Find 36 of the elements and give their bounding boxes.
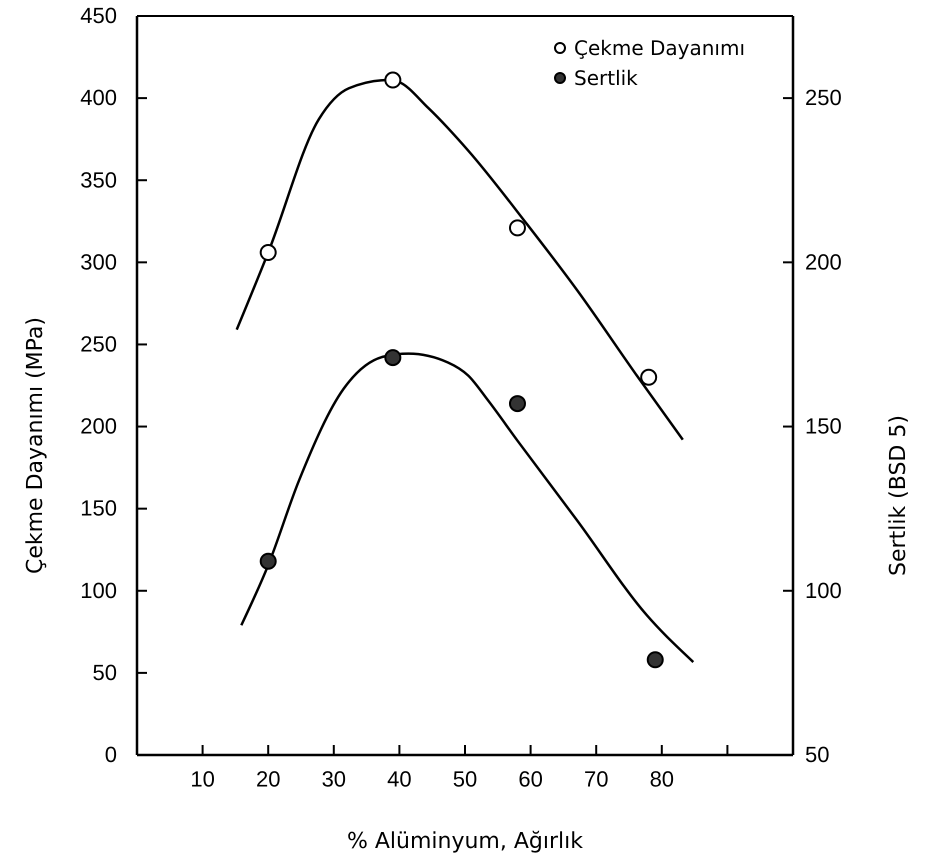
x-tick-label: 30: [322, 766, 346, 792]
y-tick-label: 400: [80, 85, 117, 110]
x-tick-label: 50: [452, 766, 478, 792]
x-tick-label: 40: [387, 766, 412, 792]
point: [508, 395, 526, 412]
y2-axis-title: Sertlik (BSD 5): [886, 415, 911, 576]
x-tick-label: 60: [518, 766, 543, 792]
y-tick-label: 150: [80, 496, 117, 521]
point: [260, 552, 277, 570]
point: [646, 651, 664, 668]
y-tick-label: 250: [80, 331, 117, 356]
x-tick-label: 10: [190, 766, 215, 792]
legend-label: Sertlik: [574, 66, 638, 90]
x-tick-label: 80: [650, 766, 674, 792]
y-tick-label: 0: [104, 742, 117, 768]
y-tick-label: 200: [80, 414, 117, 439]
y2-tick-label: 100: [805, 578, 842, 603]
y-tick-label: 100: [80, 578, 117, 603]
y2-tick-label: 150: [805, 414, 842, 439]
x-tick-label: 70: [584, 766, 608, 792]
legend-label: Çekme Dayanımı: [574, 36, 746, 60]
x-axis-title: % Alüminyum, Ağırlık: [346, 829, 584, 854]
point: [260, 244, 277, 261]
y-tick-label: 300: [80, 249, 117, 274]
x-tick-label: 20: [256, 766, 280, 792]
point: [384, 349, 402, 366]
y2-tick-label: 50: [805, 742, 830, 768]
y-axis-title: Çekme Dayanımı (MPa): [23, 316, 48, 574]
point: [508, 219, 526, 236]
y-tick-label: 450: [80, 3, 117, 28]
y-tick-label: 50: [92, 660, 117, 685]
y2-tick-label: 250: [805, 85, 842, 110]
y-tick-label: 350: [80, 167, 117, 192]
y2-tick-label: 200: [805, 249, 842, 274]
point: [384, 72, 402, 89]
point: [640, 368, 658, 386]
